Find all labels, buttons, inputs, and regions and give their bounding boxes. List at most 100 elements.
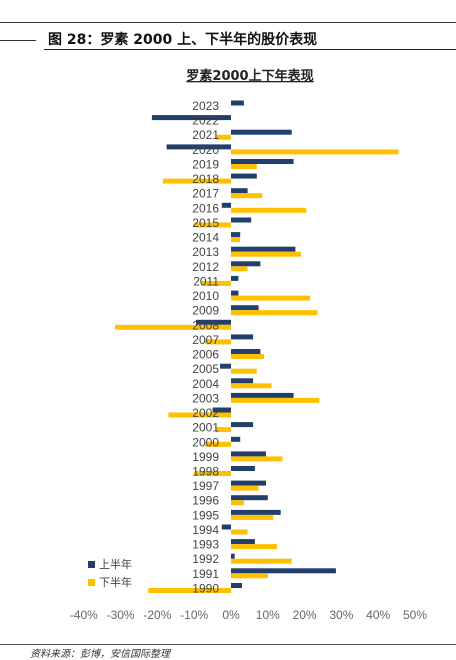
- figure-title-rule: [44, 49, 456, 50]
- bar-h2-2004: [231, 383, 272, 389]
- bar-h2-1998: [194, 471, 231, 476]
- bar-h1-2017: [231, 188, 248, 194]
- bar-h1-2002: [212, 407, 231, 413]
- bar-h1-2016: [221, 202, 231, 208]
- bar-h1-2003: [231, 392, 294, 398]
- bar-h2-2007: [205, 339, 231, 345]
- left-rule-stub: [0, 40, 36, 41]
- bar-h1-2009: [231, 305, 259, 311]
- category-label-2021: 2021: [192, 128, 219, 142]
- bar-h1-2018: [231, 173, 257, 179]
- category-label-2014: 2014: [192, 231, 219, 245]
- bar-h2-2021: [216, 134, 231, 140]
- bar-chart: 罗素2000上下年表现 2023202220212020201920182017…: [70, 68, 428, 622]
- category-label-1996: 1996: [192, 494, 219, 508]
- bar-h2-2003: [231, 397, 320, 403]
- x-tick-label: 0%: [222, 608, 240, 622]
- bar-h1-1990: [231, 583, 242, 588]
- category-label-2006: 2006: [192, 348, 219, 362]
- bar-h1-2007: [231, 334, 254, 340]
- bar-h1-2022: [151, 115, 231, 121]
- bar-h2-2015: [194, 222, 231, 228]
- category-label-2017: 2017: [192, 187, 219, 201]
- bar-h2-2002: [168, 412, 231, 418]
- bar-h1-2012: [231, 261, 261, 267]
- bar-h2-2008: [115, 324, 231, 330]
- category-label-2012: 2012: [192, 260, 219, 274]
- x-tick-label: 50%: [403, 608, 427, 622]
- bar-h2-2000: [205, 441, 231, 447]
- bars-layer: [115, 100, 399, 593]
- bar-h2-1991: [231, 573, 268, 579]
- bar-h2-1995: [231, 514, 274, 520]
- category-label-1991: 1991: [192, 567, 219, 581]
- bar-h1-2004: [231, 378, 254, 384]
- bar-h2-2006: [231, 354, 265, 359]
- bar-h2-2005: [231, 368, 257, 374]
- category-label-2003: 2003: [192, 391, 219, 405]
- bottom-rule: [0, 644, 456, 645]
- category-label-1992: 1992: [192, 552, 219, 566]
- category-label-2010: 2010: [192, 289, 219, 303]
- bar-h2-1990: [148, 588, 231, 593]
- bar-h1-2015: [231, 217, 252, 223]
- bar-h1-1991: [231, 568, 336, 574]
- x-tick-label: 20%: [293, 608, 317, 622]
- category-label-2009: 2009: [192, 304, 219, 318]
- legend-label-h2: 下半年: [99, 576, 132, 589]
- bar-h2-2017: [231, 193, 263, 199]
- bar-h2-1994: [231, 529, 248, 535]
- x-tick-label: -10%: [180, 608, 208, 622]
- category-label-2020: 2020: [192, 143, 219, 157]
- legend-swatch-h1: [88, 560, 95, 568]
- x-tick-label: -20%: [143, 608, 171, 622]
- x-tick-label: 40%: [366, 608, 390, 622]
- category-label-1998: 1998: [192, 465, 219, 479]
- bar-h2-2019: [231, 164, 257, 169]
- category-label-1999: 1999: [192, 450, 219, 464]
- legend-item-h1: 上半年: [88, 555, 132, 573]
- bar-h1-1995: [231, 509, 281, 515]
- bar-h2-1996: [231, 500, 244, 506]
- bar-h2-2010: [231, 295, 311, 301]
- legend: 上半年 下半年: [88, 555, 132, 591]
- x-axis-ticks: -40% -30% -20% -10% 0% 10% 20% 30% 40% 50%: [70, 608, 428, 622]
- bar-h2-2012: [231, 266, 248, 272]
- bar-h1-2023: [231, 100, 244, 106]
- category-labels: 2023202220212020201920182017201620152014…: [192, 99, 219, 596]
- chart-title: 罗素2000上下年表现: [186, 68, 313, 84]
- bar-h1-2011: [231, 275, 239, 281]
- category-label-2015: 2015: [192, 216, 219, 230]
- bar-h1-2008: [196, 319, 231, 325]
- figure-title: 图 28：罗素 2000 上、下半年的股价表现: [48, 32, 318, 48]
- category-label-2019: 2019: [192, 158, 219, 172]
- bar-h1-1998: [231, 466, 255, 471]
- bar-h2-2011: [201, 280, 231, 286]
- bar-h1-2000: [231, 436, 241, 442]
- top-rule: [0, 22, 456, 23]
- category-label-1994: 1994: [192, 523, 219, 537]
- bar-h1-2010: [231, 290, 239, 296]
- category-label-2004: 2004: [192, 377, 219, 391]
- category-label-2018: 2018: [192, 172, 219, 186]
- category-label-2011: 2011: [193, 274, 219, 288]
- bar-h2-1999: [231, 456, 283, 462]
- category-label-1995: 1995: [192, 508, 219, 522]
- bar-h1-1999: [231, 451, 266, 457]
- legend-item-h2: 下半年: [88, 573, 132, 591]
- bar-h2-1992: [231, 558, 292, 564]
- category-label-2001: 2001: [192, 421, 219, 435]
- category-label-2022: 2022: [192, 114, 219, 128]
- x-tick-label: 30%: [329, 608, 353, 622]
- bar-h1-2020: [166, 144, 231, 150]
- bar-h1-2014: [231, 232, 241, 238]
- bar-h1-1997: [231, 480, 266, 486]
- bar-h1-2006: [231, 349, 261, 354]
- bar-h1-1996: [231, 495, 268, 501]
- source-note: 资料来源：彭博，安信国际整理: [30, 649, 170, 660]
- category-label-2002: 2002: [192, 406, 219, 420]
- legend-label-h1: 上半年: [99, 558, 132, 571]
- category-label-1997: 1997: [192, 479, 219, 493]
- bar-h2-2020: [231, 149, 399, 155]
- category-label-1993: 1993: [192, 538, 219, 552]
